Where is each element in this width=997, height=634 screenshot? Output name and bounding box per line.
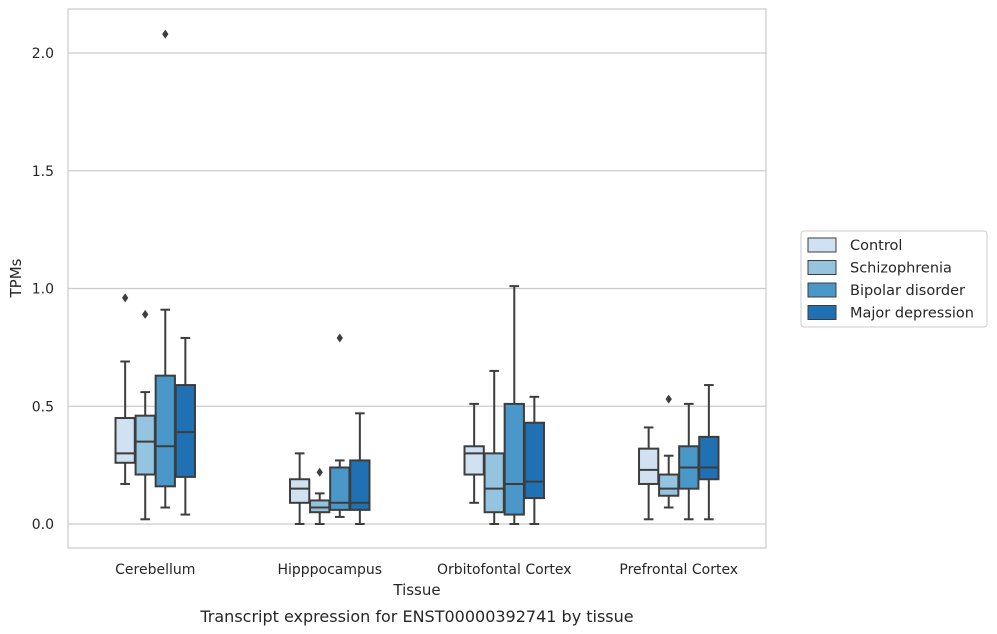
box-body — [658, 473, 680, 497]
legend-label: Control — [850, 238, 902, 254]
box-control — [289, 452, 311, 525]
box-major-depression — [174, 336, 196, 516]
x-tick-label: Prefrontal Cortex — [619, 562, 738, 578]
box-major-depression — [349, 412, 371, 525]
box-body — [154, 374, 176, 488]
outlier-point — [162, 29, 169, 39]
legend-label: Bipolar disorder — [850, 283, 965, 299]
box-schizophrenia — [483, 369, 505, 525]
plot-frame — [67, 8, 767, 549]
box-body — [483, 452, 505, 514]
outlier-point — [336, 333, 343, 343]
y-tick-label: 1.0 — [32, 282, 54, 298]
box-schizophrenia — [134, 309, 156, 521]
box-bipolar-disorder — [329, 333, 351, 518]
box-body — [309, 499, 331, 514]
box-schizophrenia — [658, 394, 680, 509]
legend: Control Schizophrenia Bipolar disorder Majo… — [800, 230, 988, 328]
box-body — [174, 384, 196, 478]
box-body — [114, 417, 136, 464]
y-tick-label: 2.0 — [32, 46, 54, 62]
box-body — [134, 414, 156, 476]
box-major-depression — [523, 395, 545, 525]
box-body — [638, 447, 660, 485]
x-tick-label: Hipppocampus — [277, 562, 382, 578]
y-tick-label: 0.5 — [32, 399, 54, 415]
y-tick-labels: 0.0 0.5 1.0 1.5 2.0 — [32, 46, 54, 533]
legend-label: Schizophrenia — [850, 261, 952, 277]
box-body — [463, 445, 485, 476]
chart-caption: Transcript expression for ENST0000039274… — [199, 607, 633, 626]
box-major-depression — [698, 384, 720, 521]
box-control — [638, 426, 660, 521]
legend-swatch — [807, 282, 837, 298]
x-axis-label: Tissue — [392, 581, 440, 599]
outlier-point — [316, 467, 323, 477]
x-tick-labels: Cerebellum Hipppocampus Orbitofontal Corte… — [115, 562, 738, 578]
box-bipolar-disorder — [154, 29, 176, 509]
y-tick-label: 1.5 — [32, 164, 54, 180]
box-schizophrenia — [309, 467, 331, 525]
x-tick-label: Orbitofontal Cortex — [437, 562, 572, 578]
legend-swatch — [807, 305, 837, 320]
legend-swatch — [807, 237, 837, 253]
box-body — [523, 421, 545, 500]
legend-frame — [800, 230, 988, 328]
y-tick-label: 0.0 — [32, 517, 54, 533]
box-control — [114, 293, 136, 485]
box-body — [503, 402, 525, 516]
box-body — [289, 478, 311, 504]
outlier-point — [121, 293, 129, 303]
outlier-point — [665, 394, 672, 404]
x-tick-label: Cerebellum — [115, 562, 195, 578]
box-body — [349, 459, 371, 511]
legend-label: Major depression — [850, 306, 974, 322]
box-groups — [114, 29, 720, 525]
y-axis-label: TPMs — [7, 258, 25, 298]
outlier-point — [142, 309, 149, 319]
box-body — [698, 435, 720, 481]
legend-swatch — [807, 260, 837, 275]
